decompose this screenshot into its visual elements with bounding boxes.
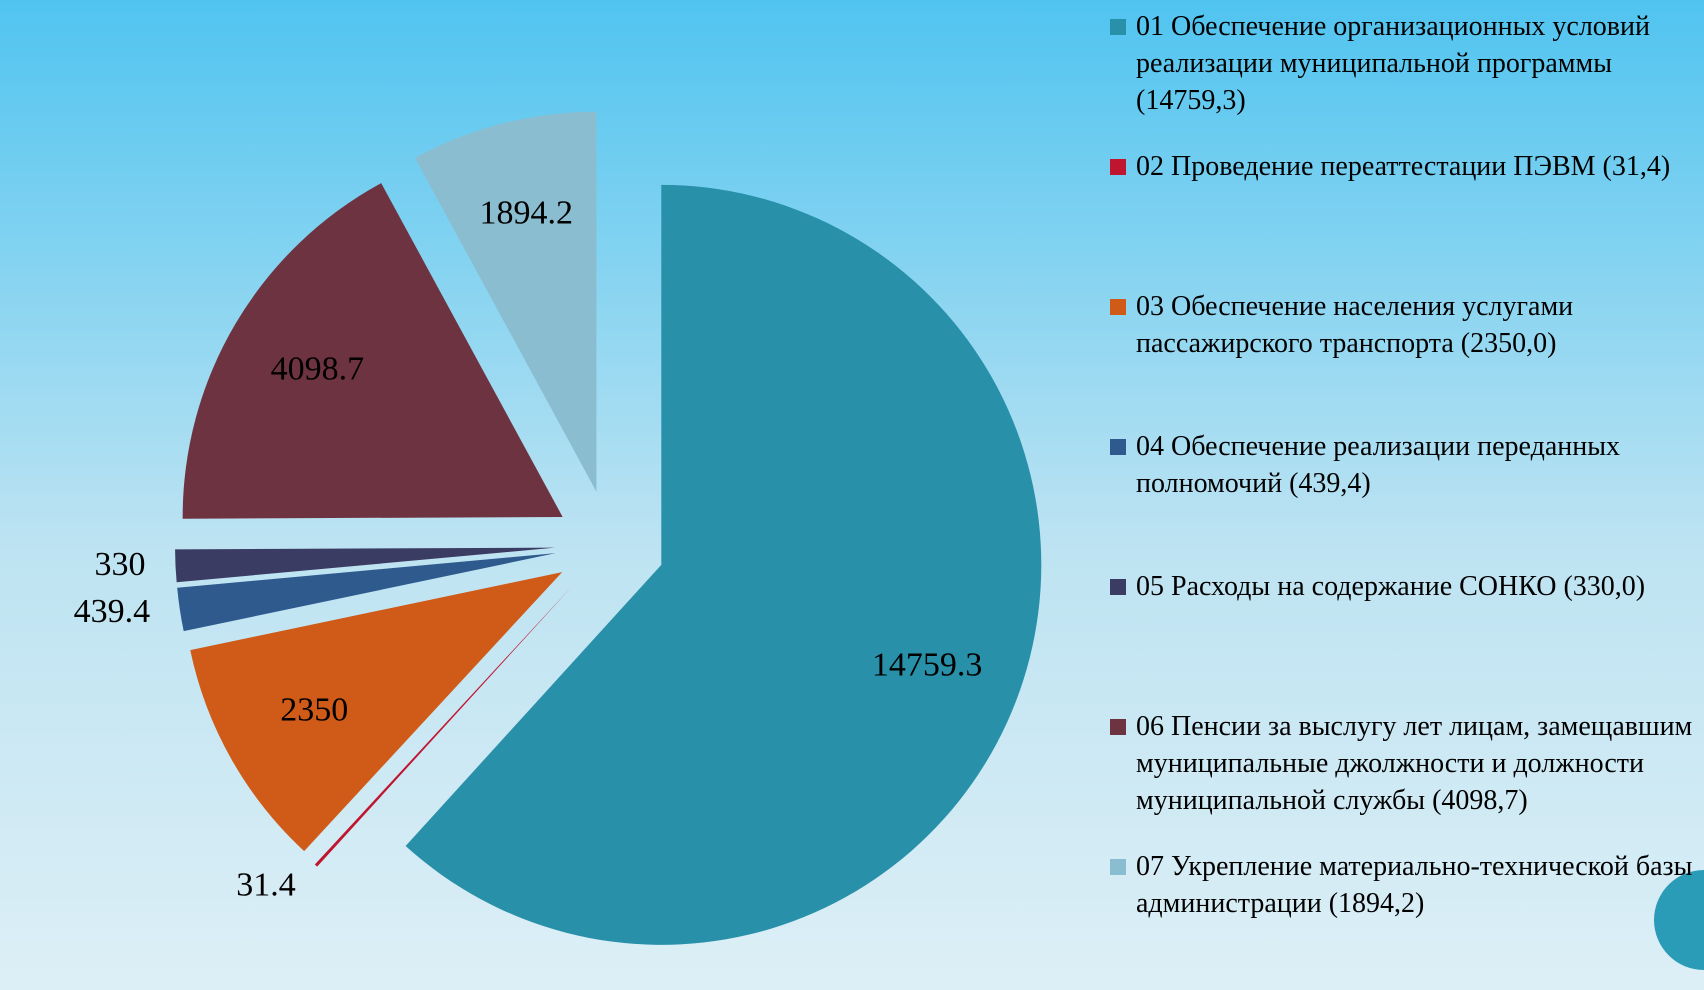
data-label: 2350 bbox=[280, 691, 348, 728]
legend-item: 01 Обеспечение организационных условий р… bbox=[1110, 8, 1700, 119]
legend-swatch bbox=[1110, 299, 1126, 315]
legend-item: 04 Обеспечение реализации переданных пол… bbox=[1110, 428, 1700, 502]
legend-swatch bbox=[1110, 719, 1126, 735]
legend-swatch bbox=[1110, 439, 1126, 455]
legend-swatch bbox=[1110, 859, 1126, 875]
data-label: 4098.7 bbox=[271, 351, 365, 388]
decoration bbox=[1654, 870, 1704, 970]
legend-label: 01 Обеспечение организационных условий р… bbox=[1136, 11, 1650, 116]
legend-label: 07 Укрепление материально-технической ба… bbox=[1136, 851, 1693, 919]
pie-slice bbox=[190, 572, 563, 852]
legend-label: 04 Обеспечение реализации переданных пол… bbox=[1136, 431, 1621, 499]
legend-swatch bbox=[1110, 19, 1126, 35]
data-label: 1894.2 bbox=[479, 194, 573, 231]
legend-label: 02 Проведение переаттестации ПЭВМ (31,4) bbox=[1136, 151, 1671, 182]
legend-item: 07 Укрепление материально-технической ба… bbox=[1110, 848, 1700, 922]
legend-label: 06 Пенсии за выслугу лет лицам, замещавш… bbox=[1136, 711, 1693, 816]
data-label: 14759.3 bbox=[872, 646, 983, 683]
pie-slice bbox=[182, 183, 563, 519]
legend-label: 03 Обеспечение населения услугами пассаж… bbox=[1136, 291, 1574, 359]
legend-item: 02 Проведение переаттестации ПЭВМ (31,4) bbox=[1110, 148, 1700, 185]
pie-slice bbox=[177, 553, 556, 632]
pie-slice bbox=[314, 585, 573, 867]
legend-item: 03 Обеспечение населения услугами пассаж… bbox=[1110, 288, 1700, 362]
data-label: 439.4 bbox=[74, 593, 151, 630]
legend-swatch bbox=[1110, 159, 1126, 175]
legend-item: 06 Пенсии за выслугу лет лицам, замещавш… bbox=[1110, 708, 1700, 819]
pie-slice bbox=[405, 184, 1042, 945]
data-label: 31.4 bbox=[236, 866, 296, 903]
data-label: 330 bbox=[95, 546, 146, 583]
legend-swatch bbox=[1110, 579, 1126, 595]
legend-label: 05 Расходы на содержание СОНКО (330,0) bbox=[1136, 571, 1646, 602]
pie-slice bbox=[175, 547, 556, 583]
pie-slice bbox=[414, 111, 597, 492]
legend-item: 05 Расходы на содержание СОНКО (330,0) bbox=[1110, 568, 1700, 605]
